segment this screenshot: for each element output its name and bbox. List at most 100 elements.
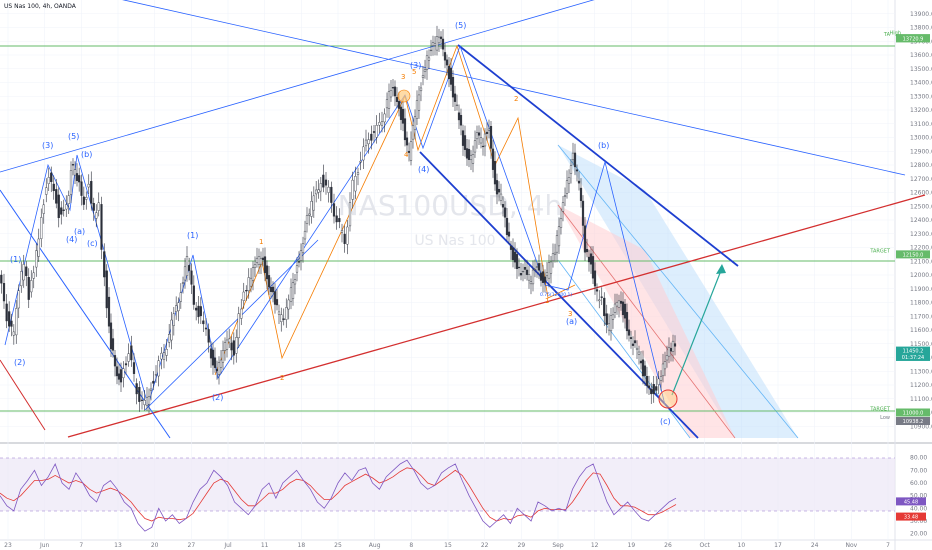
- wave-label-orange-1: 1: [259, 238, 263, 246]
- candle: [571, 142, 575, 166]
- down-channel-upper[interactable]: [457, 44, 739, 267]
- price-candles[interactable]: [0, 25, 677, 414]
- candle: [493, 151, 497, 191]
- candle: [525, 259, 529, 281]
- candle: [435, 25, 439, 56]
- red-trendline[interactable]: [67, 194, 926, 438]
- wave-label-blue-cb: (c): [660, 417, 671, 426]
- candle: [111, 328, 115, 358]
- price-tick-label: 12600.0: [910, 190, 932, 197]
- candle: [160, 347, 163, 370]
- candle: [541, 264, 545, 293]
- wave-label-blue-4: (4): [66, 235, 77, 244]
- rsi-ma-line[interactable]: [0, 467, 677, 522]
- price-tick-label: 12800.0: [910, 162, 932, 169]
- candle: [219, 350, 223, 374]
- candle: [569, 158, 573, 184]
- candle: [275, 289, 279, 311]
- rsi-tick-label: 60.00: [910, 480, 927, 487]
- candle: [57, 187, 60, 228]
- price-axis[interactable]: 13900.013800.013700.013600.013500.013400…: [910, 11, 932, 431]
- candle: [5, 294, 8, 329]
- red-small-line[interactable]: [0, 359, 46, 431]
- time-tick-label: 29: [518, 542, 526, 549]
- candle: [282, 308, 285, 326]
- candle: [635, 340, 639, 359]
- orange-wave-count[interactable]: [214, 44, 576, 376]
- candle: [170, 311, 173, 350]
- price-tick-label: 12400.0: [910, 217, 932, 224]
- candle: [147, 388, 151, 414]
- highlight-circle-top[interactable]: [397, 89, 411, 103]
- candle: [100, 196, 103, 260]
- wave-label-blue-c: (c): [87, 239, 98, 248]
- time-axis[interactable]: 23 Jun 7 13 20 27 Jul 11 18 25 Aug 8 15 22 29 Sep 12 19 26…: [4, 542, 890, 549]
- projection-arrow[interactable]: [671, 267, 723, 396]
- level-tag-value: 12150.0: [903, 252, 924, 258]
- candle: [60, 201, 63, 225]
- candle: [395, 87, 399, 108]
- candle: [327, 180, 330, 203]
- candle: [87, 174, 90, 194]
- candle: [605, 304, 608, 334]
- candle: [324, 172, 328, 195]
- level-tag: 11450.2: [896, 346, 930, 355]
- candle: [67, 190, 70, 214]
- candle: [467, 139, 471, 168]
- candle: [251, 261, 255, 291]
- candle: [531, 260, 535, 292]
- candle: [293, 274, 297, 295]
- wave-labels[interactable]: (1) (2) (3) (4) (5) (a) (b) (c) (1) (2) …: [10, 21, 671, 426]
- watermark-description: US Nas 100: [414, 233, 495, 249]
- candle: [27, 268, 30, 308]
- candle: [115, 357, 119, 385]
- price-tick-label: 11300.0: [910, 368, 932, 375]
- candle: [8, 301, 11, 332]
- blue-line-left[interactable]: [0, 189, 171, 439]
- rsi-value-tag: 45.48: [896, 497, 926, 506]
- highlight-circle-bottom[interactable]: [658, 389, 678, 409]
- candle: [559, 208, 563, 235]
- candle: [263, 247, 267, 282]
- candle: [611, 307, 615, 329]
- price-tick-label: 13400.0: [910, 80, 932, 87]
- candle: [439, 31, 443, 49]
- candle: [577, 171, 581, 191]
- candle: [190, 263, 193, 295]
- rsi-tick-label: 50.00: [910, 493, 927, 500]
- price-tick-label: 12900.0: [910, 148, 932, 155]
- wave-label-orange-4: 4: [404, 151, 409, 159]
- candle: [199, 297, 202, 325]
- candle: [82, 186, 85, 211]
- time-tick-label: 27: [188, 542, 196, 549]
- candle: [80, 174, 83, 206]
- candle: [613, 293, 617, 319]
- candle: [401, 99, 405, 132]
- regression-channel[interactable]: [557, 144, 799, 439]
- candle: [393, 80, 397, 107]
- time-tick-label: Jun: [39, 542, 50, 549]
- candle: [551, 243, 555, 268]
- candle: [50, 166, 53, 192]
- price-tick-label: 11800.0: [910, 300, 932, 307]
- candle: [217, 356, 221, 385]
- long-trendline-up[interactable]: [0, 0, 600, 173]
- blue-wave-count[interactable]: [4, 44, 666, 407]
- blue-line-right[interactable]: [144, 239, 319, 411]
- candle: [557, 217, 561, 254]
- symbol-header[interactable]: US Nas 100, 4h, OANDA: [4, 3, 77, 10]
- price-tick-label: 12700.0: [910, 176, 932, 183]
- candle: [62, 199, 65, 217]
- rsi-line[interactable]: [0, 459, 677, 532]
- level-tag-label: Low: [880, 415, 890, 421]
- candle: [521, 263, 525, 282]
- candle: [537, 254, 541, 279]
- time-tick-label: 20: [151, 542, 159, 549]
- level-tag: 10938.2 Low: [880, 415, 930, 425]
- level-tag-value: 10938.2: [903, 419, 924, 425]
- candle: [364, 129, 368, 152]
- candle: [113, 350, 117, 377]
- rsi-axis[interactable]: 80.00 70.00 60.00 50.00 40.00 30.00 20.00 45.48…: [896, 455, 927, 538]
